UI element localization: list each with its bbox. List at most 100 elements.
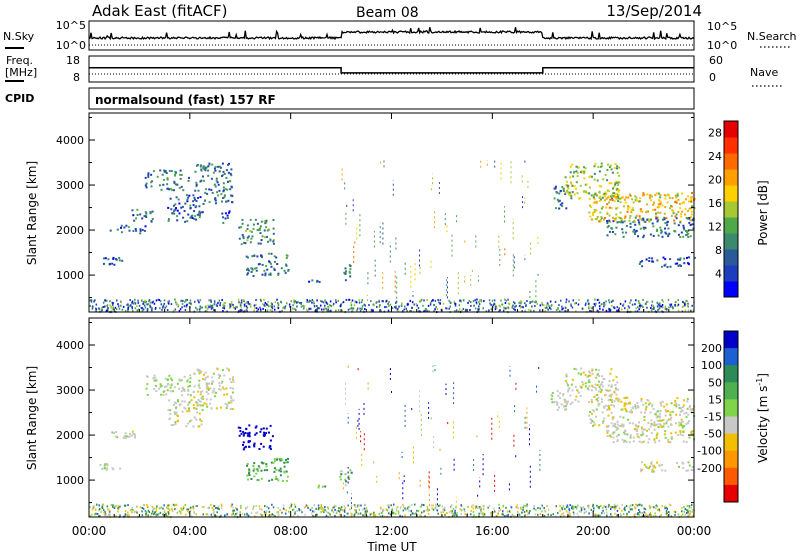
echo-cell <box>337 309 340 312</box>
echo-cell <box>610 505 612 508</box>
echo-cell <box>169 409 172 412</box>
echo-cell <box>593 201 596 204</box>
echo-cell <box>242 443 244 446</box>
echo-cell <box>168 374 171 377</box>
echo-cell <box>641 433 644 436</box>
echo-cell <box>327 507 330 510</box>
echo-cell <box>608 230 611 233</box>
echo-cell <box>477 309 480 312</box>
echo-cell <box>166 515 168 518</box>
echo-cell <box>612 187 614 190</box>
echo-cell <box>625 396 628 399</box>
echo-cell <box>623 205 625 208</box>
echo-cell <box>230 401 233 404</box>
echo-cell <box>144 299 146 302</box>
echo-cell <box>571 306 574 309</box>
echo-cell <box>579 184 582 187</box>
echo-cell <box>197 299 199 302</box>
echo-cell <box>370 308 373 311</box>
echo-cell <box>131 300 134 303</box>
echo-cell <box>285 458 287 461</box>
echo-cell <box>153 302 156 305</box>
echo-cell <box>509 505 512 508</box>
echo-cell <box>621 228 624 231</box>
echo-cell <box>569 176 572 179</box>
echo-cell <box>555 207 557 210</box>
echo-cell <box>641 431 644 434</box>
echo-cell <box>253 304 256 307</box>
echo-cell <box>133 510 136 513</box>
echo-cell <box>165 172 168 174</box>
echo-cell <box>365 512 367 515</box>
echo-cell <box>202 378 204 380</box>
power-panel <box>89 160 696 314</box>
echo-cell <box>258 466 261 469</box>
echo-cell <box>378 304 381 307</box>
echo-cell <box>320 505 322 508</box>
velocity-frame <box>88 317 695 518</box>
echo-cell <box>205 403 208 406</box>
echo-cell <box>613 200 616 203</box>
echo-cell <box>290 503 293 506</box>
echo-cell <box>634 230 637 233</box>
echo-cell <box>108 263 111 266</box>
echo-cell <box>687 510 689 513</box>
echo-cell <box>669 441 672 444</box>
echo-region-0 <box>103 256 124 266</box>
echo-cell <box>643 416 646 418</box>
echo-cell <box>269 447 272 450</box>
echo-cell <box>173 504 176 507</box>
echo-cell <box>677 224 680 227</box>
echo-cell <box>175 301 177 304</box>
echo-cell <box>568 509 571 512</box>
echo-cell <box>460 513 462 515</box>
echo-cell <box>176 219 179 222</box>
echo-cell <box>358 508 361 511</box>
echo-cell <box>666 308 668 311</box>
echo-cell <box>638 421 640 424</box>
echo-cell <box>91 508 94 511</box>
echo-cell <box>686 231 688 233</box>
echo-cell <box>115 515 117 518</box>
echo-cell <box>387 512 390 515</box>
echo-cell <box>343 505 346 508</box>
echo-cell <box>150 173 153 176</box>
echo-cell <box>601 196 604 199</box>
echo-cell <box>220 193 223 196</box>
echo-cell <box>478 305 480 308</box>
echo-cell <box>254 218 257 221</box>
echo-cell <box>665 512 668 515</box>
echo-cell <box>554 185 557 188</box>
echo-cell <box>636 310 639 313</box>
echo-cell <box>559 310 561 313</box>
echo-cell <box>408 509 410 512</box>
echo-cell <box>607 407 610 410</box>
echo-cell <box>607 389 610 392</box>
echo-cell <box>259 232 262 235</box>
echo-cell <box>616 206 619 209</box>
echo-cell <box>370 512 373 515</box>
echo-cell <box>119 505 121 508</box>
echo-cell <box>666 221 669 224</box>
echo-cell <box>339 475 342 478</box>
echo-cell <box>103 306 105 309</box>
echo-cell <box>651 464 654 467</box>
echo-cell <box>303 307 305 310</box>
echo-cell <box>340 303 342 306</box>
echo-cell <box>462 508 465 511</box>
echo-cell <box>683 506 685 508</box>
echo-cell <box>167 409 170 412</box>
echo-cell <box>669 258 672 261</box>
echo-cell <box>651 257 654 260</box>
echo-cell <box>634 233 636 235</box>
echo-cell <box>610 182 613 185</box>
echo-region-2 <box>145 374 192 397</box>
echo-cell <box>550 398 553 401</box>
echo-cell <box>624 509 626 512</box>
echo-cell <box>186 220 189 223</box>
echo-cell <box>592 421 595 424</box>
echo-cell <box>441 505 444 508</box>
echo-cell <box>199 393 202 396</box>
echo-cell <box>607 414 610 417</box>
echo-cell <box>516 510 519 513</box>
